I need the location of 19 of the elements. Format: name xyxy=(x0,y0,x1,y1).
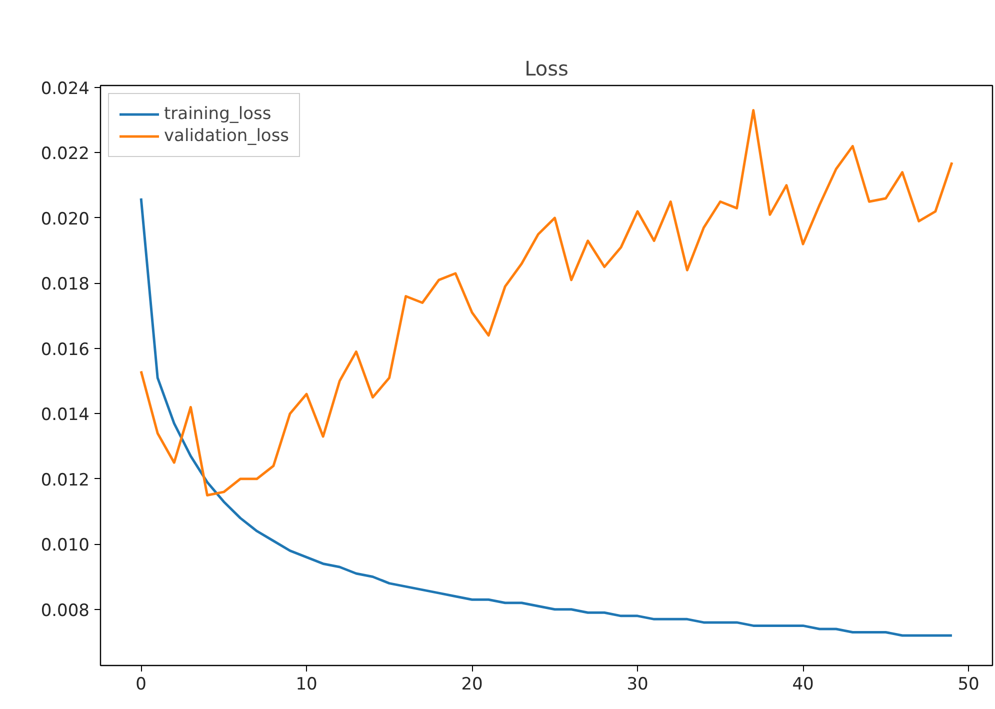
y-tick-label: 0.018 xyxy=(40,274,90,295)
chart-title: Loss xyxy=(524,56,568,80)
y-tick-label: 0.012 xyxy=(40,470,90,490)
y-tick-label: 0.010 xyxy=(40,536,90,556)
x-tick-label: 40 xyxy=(792,674,814,694)
y-tick-label: 0.008 xyxy=(40,600,90,621)
legend-label: training_loss xyxy=(164,104,272,124)
legend-label: validation_loss xyxy=(164,126,290,146)
y-tick-label: 0.016 xyxy=(40,340,90,360)
x-tick-label: 10 xyxy=(296,674,318,694)
y-tick-label: 0.014 xyxy=(40,405,90,426)
x-tick-label: 30 xyxy=(626,674,648,694)
x-tick-label: 0 xyxy=(136,674,146,694)
x-tick-label: 20 xyxy=(461,674,483,694)
y-tick-label: 0.024 xyxy=(40,78,90,99)
x-tick-label: 50 xyxy=(958,674,980,694)
line-series xyxy=(140,197,954,637)
y-tick-label: 0.020 xyxy=(40,209,90,230)
y-tick-label: 0.022 xyxy=(40,144,90,164)
